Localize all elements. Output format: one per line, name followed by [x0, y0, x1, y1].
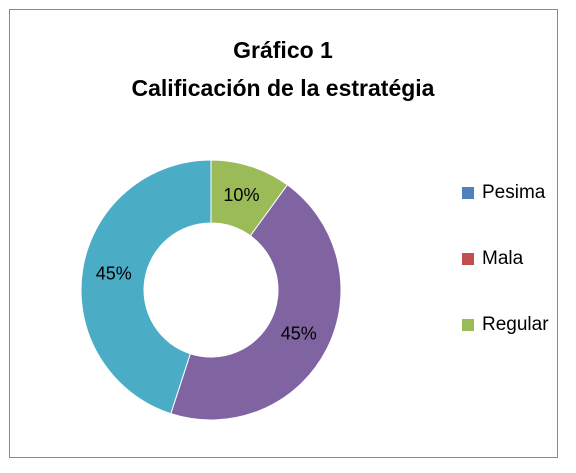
legend-label: Pesima — [482, 182, 546, 203]
pie-slice — [170, 184, 342, 421]
legend-swatch — [462, 253, 474, 265]
chart-title: Gráfico 1 — [233, 37, 333, 63]
legend-swatch — [462, 319, 474, 331]
data-label: 45% — [96, 263, 132, 283]
legend-label: Regular — [482, 314, 549, 335]
pie-slice — [80, 159, 212, 415]
legend-swatch — [462, 187, 474, 199]
legend-label: Mala — [482, 248, 524, 269]
data-label: 45% — [281, 323, 317, 343]
chart-subtitle: Calificación de la estratégia — [132, 75, 435, 101]
data-label: 10% — [223, 185, 259, 205]
